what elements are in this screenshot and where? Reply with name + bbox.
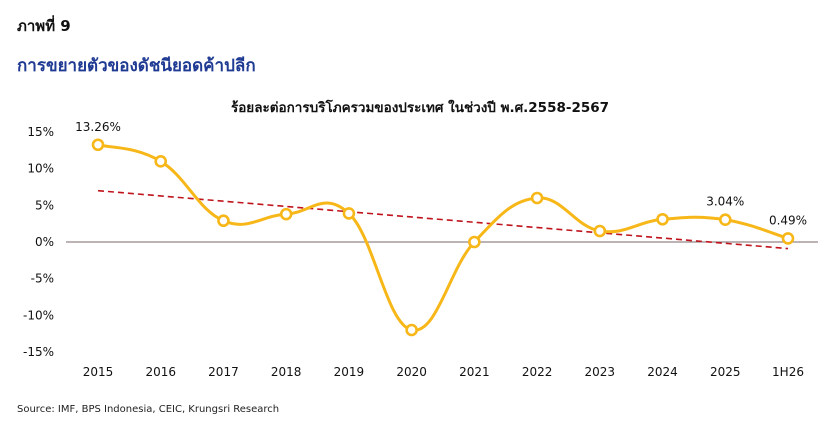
x-tick-label: 2015 — [83, 365, 114, 379]
data-point — [279, 207, 293, 221]
x-tick-label: 2016 — [145, 365, 176, 379]
y-tick-label: -5% — [31, 272, 54, 286]
x-axis-ticks: 2015 2016 2017 2018 2019 2020 2021 2022 2023 2024… — [83, 365, 804, 379]
data-point — [405, 323, 418, 337]
x-tick-label: 2022 — [522, 365, 553, 379]
y-tick-label: -15% — [23, 345, 54, 359]
x-tick-label: 2023 — [585, 365, 616, 379]
data-point — [342, 207, 356, 220]
x-tick-label: 2017 — [208, 365, 239, 379]
x-tick-label: 2019 — [334, 365, 365, 379]
data-point — [468, 235, 481, 249]
trendline — [97, 189, 789, 250]
x-tick-label: 2025 — [710, 365, 741, 379]
data-label: 13.26% — [75, 120, 121, 134]
data-point — [593, 224, 607, 238]
y-axis-ticks: 15% 10% 5% 0% -5% -10% -15% — [23, 125, 54, 359]
y-tick-label: -10% — [23, 308, 54, 322]
trendline-group — [97, 189, 789, 250]
y-tick-label: 0% — [35, 235, 54, 249]
series-group — [91, 138, 795, 337]
data-point — [217, 214, 230, 228]
figure-title: การขยายตัวของดัชนียอดค้าปลีก — [17, 56, 256, 76]
x-tick-label: 2020 — [396, 365, 427, 379]
data-point — [781, 232, 795, 245]
x-tick-label: 2021 — [459, 365, 490, 379]
series-line — [97, 143, 789, 332]
data-label: 3.04% — [706, 195, 744, 209]
data-point — [530, 191, 544, 205]
data-labels: 13.26% 3.04% 0.49% — [75, 120, 807, 228]
figure-label: ภาพที่ 9 — [17, 17, 71, 35]
data-point — [154, 155, 168, 168]
chart-title: ร้อยละต่อการบริโภครวมของประเทศ ในช่วงปี … — [230, 100, 610, 116]
data-point — [91, 138, 105, 152]
x-tick-label: 2024 — [647, 365, 678, 379]
data-label: 0.49% — [769, 213, 807, 227]
x-tick-label: 1H26 — [772, 365, 804, 379]
source-note: Source: IMF, BPS Indonesia, CEIC, Krungs… — [17, 404, 280, 415]
y-tick-label: 15% — [27, 125, 54, 139]
x-tick-label: 2018 — [271, 365, 302, 379]
y-tick-label: 5% — [35, 198, 54, 212]
data-point — [656, 212, 669, 226]
data-point — [718, 213, 732, 227]
y-tick-label: 10% — [27, 162, 54, 176]
